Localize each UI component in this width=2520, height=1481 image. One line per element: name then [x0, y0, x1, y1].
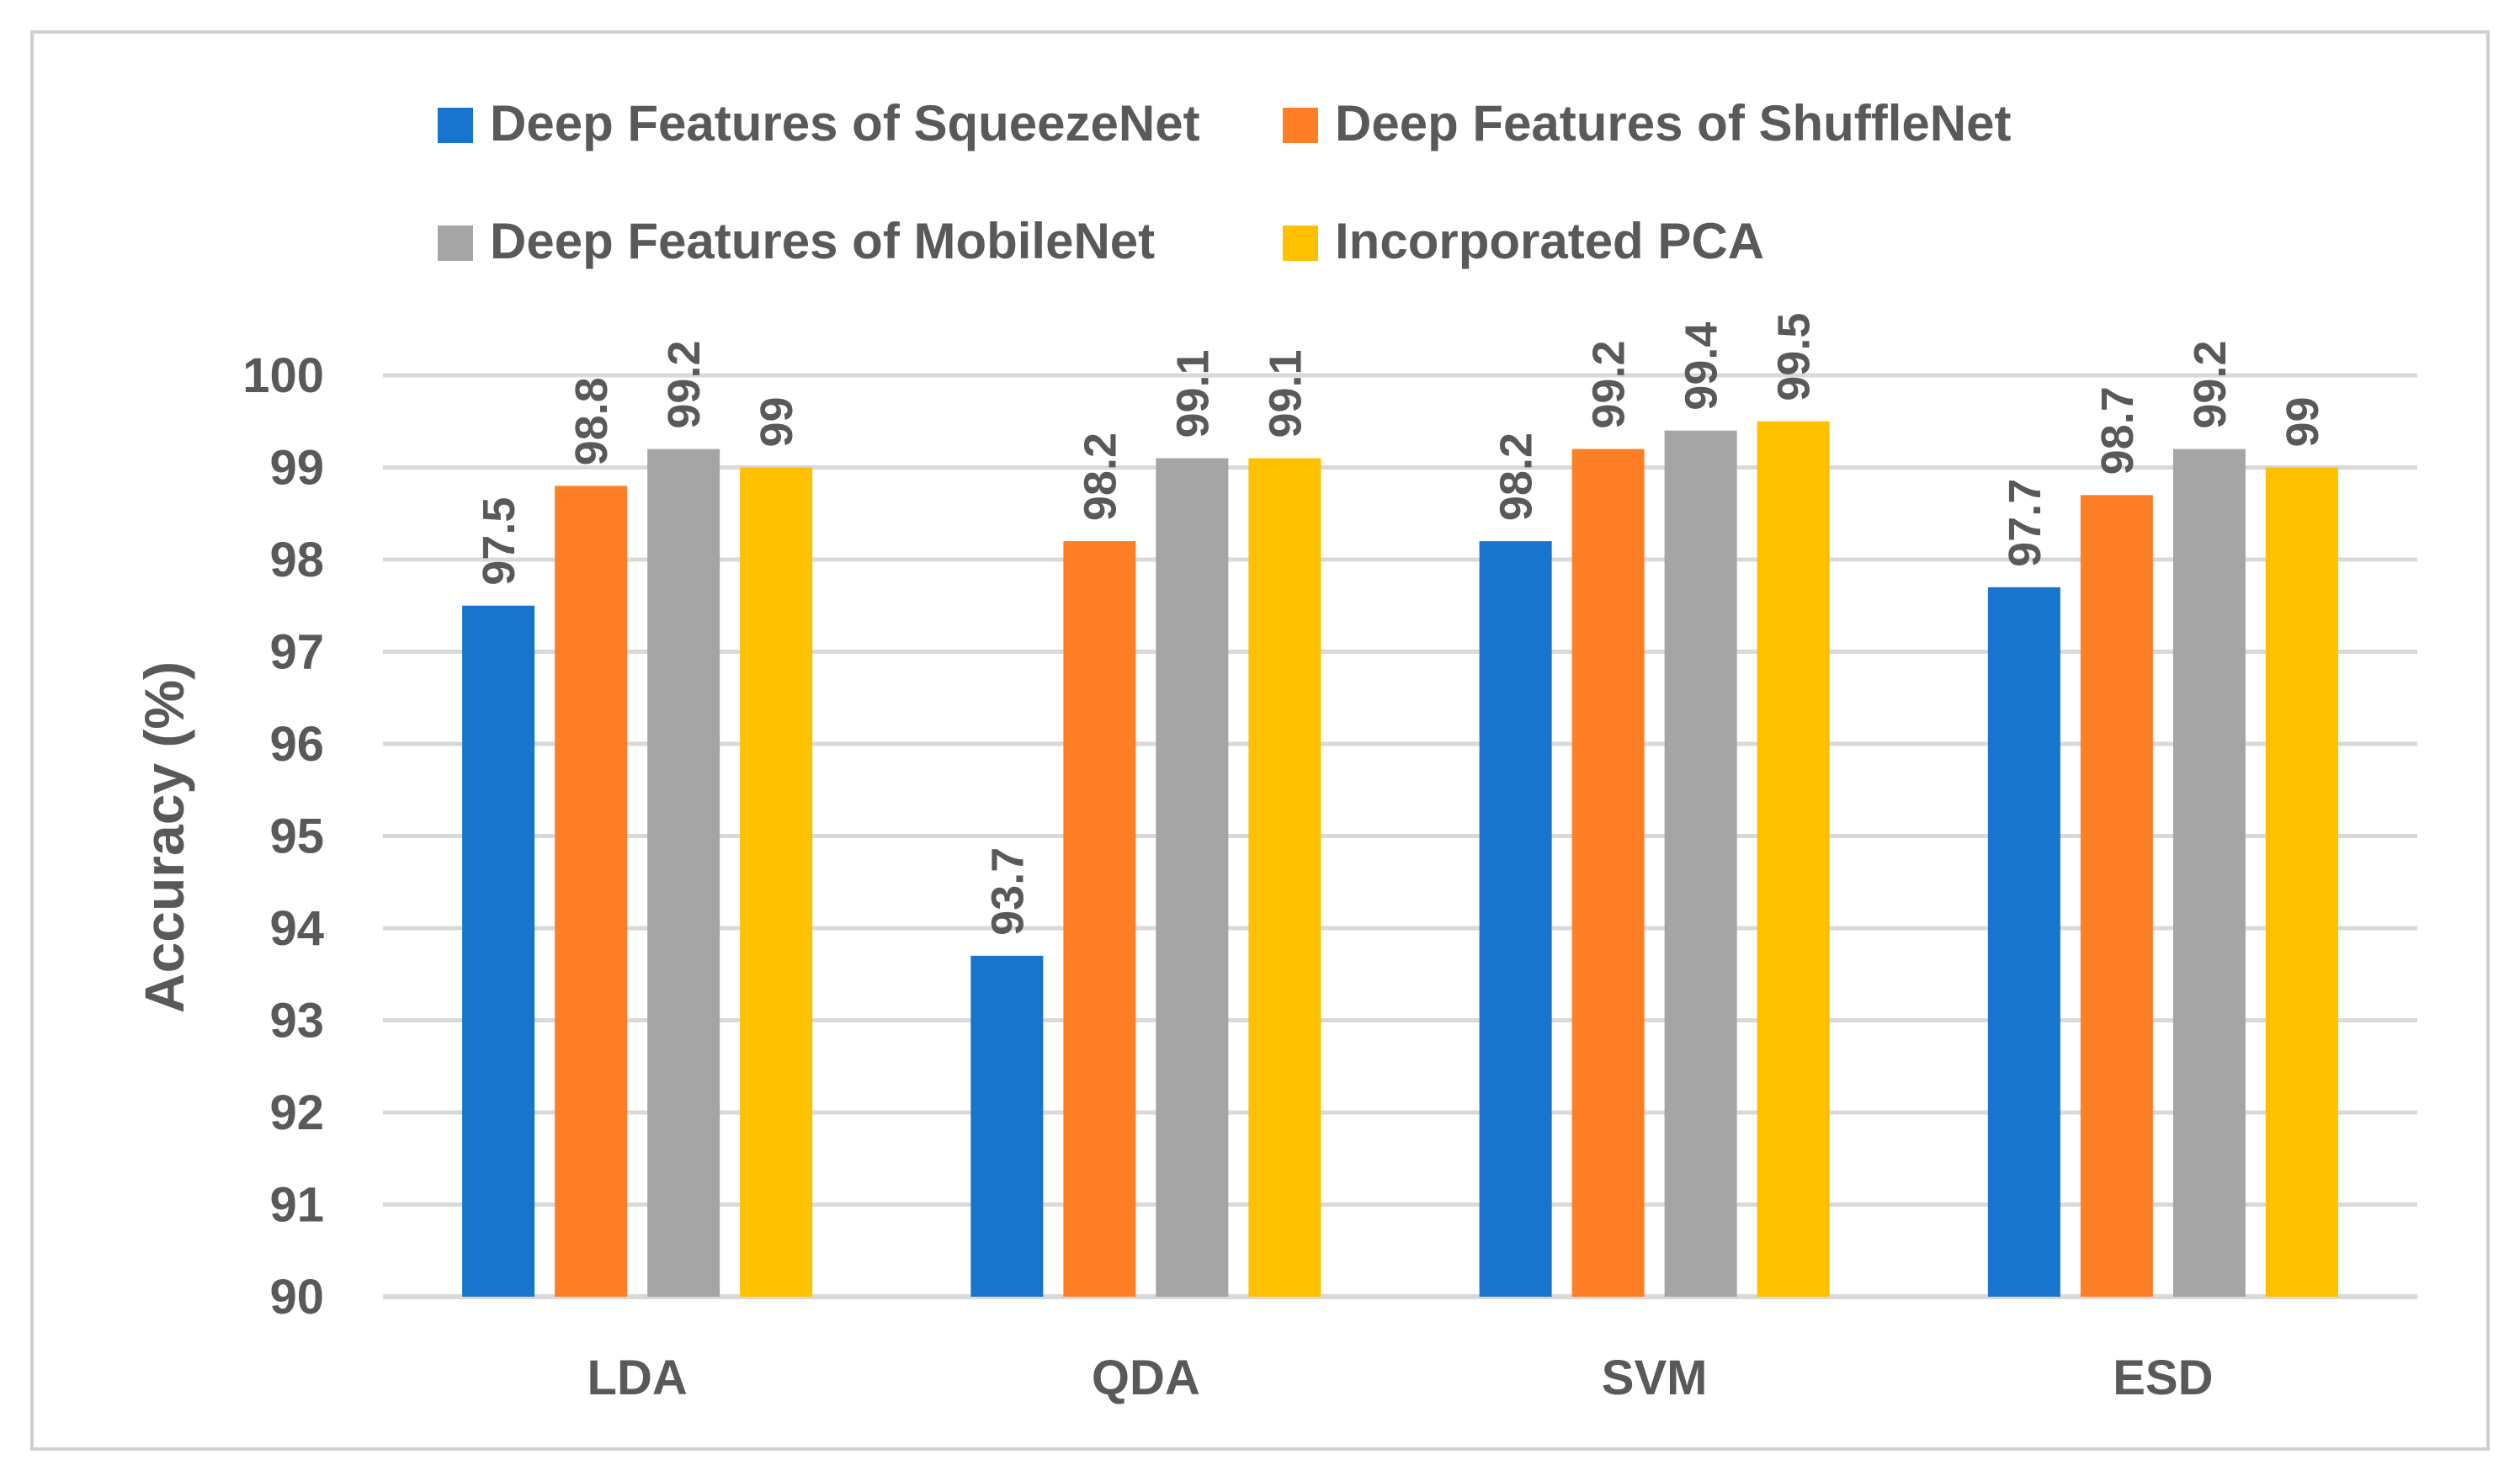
- data-label: 97.5: [474, 497, 524, 586]
- x-tick-label: SVM: [1602, 1351, 1708, 1405]
- data-label: 98.7: [2092, 386, 2143, 475]
- bar: [1156, 458, 1229, 1297]
- legend-item: Deep Features of SqueezeNet: [438, 95, 1200, 151]
- bar: [970, 955, 1044, 1297]
- bars: [462, 421, 2338, 1298]
- data-label: 99.1: [1167, 349, 1218, 438]
- legend: Deep Features of SqueezeNet Deep Features…: [438, 95, 2011, 269]
- bar: [2265, 467, 2338, 1297]
- bar: [1248, 458, 1321, 1297]
- bar: [1757, 421, 1830, 1297]
- data-label: 99.1: [1260, 349, 1311, 438]
- y-tick-label: 95: [269, 810, 324, 864]
- legend-item: Deep Features of ShuffleNet: [1283, 95, 2011, 151]
- x-axis-ticks: LDA QDA SVM ESD: [587, 1351, 2214, 1405]
- y-tick-label: 91: [269, 1178, 324, 1233]
- bar: [2080, 495, 2153, 1297]
- y-tick-label: 98: [269, 533, 324, 587]
- y-tick-label: 94: [269, 901, 324, 956]
- bar: [1063, 541, 1136, 1297]
- legend-label: Incorporated PCA: [1335, 213, 1764, 269]
- bar: [462, 605, 535, 1297]
- y-axis-title: Accuracy (%): [133, 661, 195, 1013]
- legend-swatch: [438, 108, 473, 143]
- legend-item: Incorporated PCA: [1283, 213, 1764, 269]
- bar: [1664, 430, 1737, 1298]
- legend-swatch: [1283, 108, 1318, 143]
- x-tick-label: ESD: [2113, 1351, 2213, 1405]
- data-label: 99: [2278, 396, 2328, 447]
- y-axis-ticks: 90 91 92 93 94 95 96 97 98 99 100: [242, 348, 324, 1324]
- data-label: 99.2: [659, 340, 710, 428]
- gridlines: [383, 373, 2417, 1299]
- y-tick-label: 100: [242, 348, 324, 403]
- data-labels: 97.5 98.8 99.2 99 93.7 98.2 99.1 99.1 98.2 99.2 99…: [474, 313, 2328, 936]
- bar: [1987, 587, 2060, 1297]
- data-label: 99.2: [2185, 340, 2236, 428]
- data-label: 98.2: [1075, 433, 1125, 521]
- data-label: 93.7: [982, 847, 1033, 936]
- x-tick-label: LDA: [587, 1351, 688, 1405]
- bar: [647, 449, 720, 1297]
- data-label: 99.5: [1769, 313, 1820, 401]
- bar: [2172, 449, 2246, 1297]
- bar: [555, 486, 628, 1297]
- y-tick-label: 99: [269, 441, 324, 496]
- y-tick-label: 90: [269, 1270, 324, 1324]
- bar: [740, 467, 813, 1297]
- y-tick-label: 97: [269, 625, 324, 680]
- data-label: 98.8: [566, 377, 617, 465]
- y-tick-label: 92: [269, 1086, 324, 1140]
- data-label: 99.4: [1677, 322, 1727, 411]
- data-label: 98.2: [1491, 433, 1542, 521]
- data-label: 99.2: [1584, 340, 1635, 428]
- bar: [1571, 449, 1645, 1297]
- legend-label: Deep Features of ShuffleNet: [1335, 95, 2011, 151]
- x-tick-label: QDA: [1092, 1351, 1200, 1405]
- bar: [1479, 541, 1552, 1297]
- legend-label: Deep Features of SqueezeNet: [490, 95, 1200, 151]
- legend-label: Deep Features of MobileNet: [490, 213, 1155, 269]
- data-label: 99: [752, 396, 802, 447]
- legend-item: Deep Features of MobileNet: [438, 213, 1155, 269]
- data-label: 97.7: [2000, 479, 2050, 567]
- legend-swatch: [438, 226, 473, 261]
- y-tick-label: 96: [269, 717, 324, 772]
- y-tick-label: 93: [269, 994, 324, 1048]
- legend-swatch: [1283, 226, 1318, 261]
